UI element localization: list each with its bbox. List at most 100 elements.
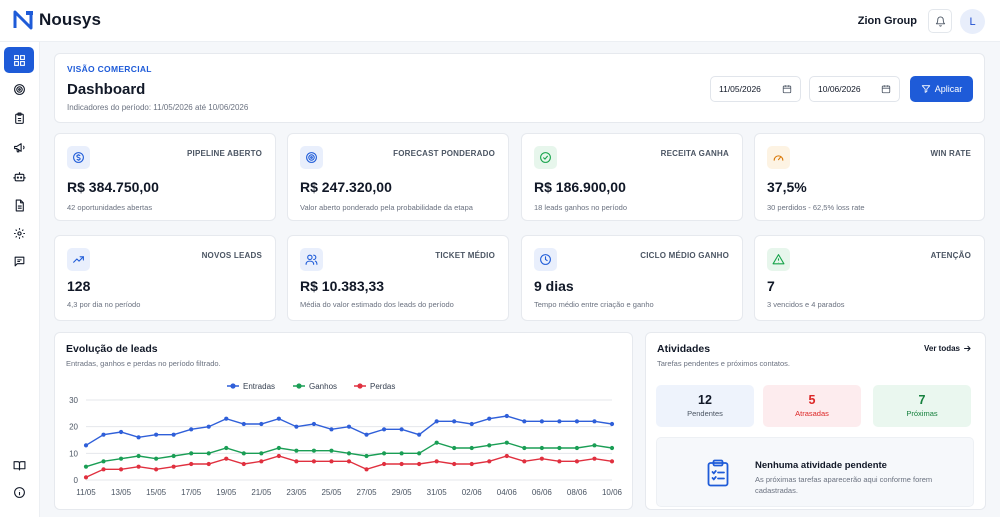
data-point	[276, 445, 281, 451]
notifications-button[interactable]	[928, 9, 952, 33]
x-tick-label: 21/05	[251, 488, 272, 497]
kpi-subtext: 42 oportunidades abertas	[67, 203, 153, 212]
data-point	[364, 453, 369, 459]
kpi-icon-badge	[534, 248, 557, 271]
kpi-subtext: Média do valor estimado dos leads do per…	[300, 300, 454, 309]
data-point	[276, 453, 281, 459]
sidebar-item-tasks[interactable]	[4, 105, 34, 131]
apply-filter-button[interactable]: Aplicar	[910, 76, 973, 102]
sidebar-item-messages[interactable]	[4, 248, 34, 274]
legend-label: Ganhos	[309, 382, 337, 391]
brand-logo[interactable]: Nousys	[12, 9, 101, 31]
brand-name: Nousys	[39, 10, 102, 29]
user-avatar[interactable]: L	[960, 9, 985, 34]
x-tick-label: 19/05	[216, 488, 237, 497]
data-point	[136, 464, 141, 469]
apply-label: Aplicar	[934, 84, 963, 94]
y-tick-label: 10	[69, 449, 78, 458]
kpi-label: TICKET MÉDIO	[435, 251, 495, 260]
data-point	[539, 445, 544, 451]
stat-pending[interactable]: 12 Pendentes	[656, 385, 754, 427]
data-point	[592, 443, 597, 448]
chart-title: Evolução de leads	[66, 343, 158, 355]
kpi-value: R$ 186.900,00	[534, 179, 626, 195]
stat-overdue[interactable]: 5 Atrasadas	[763, 385, 861, 427]
data-point	[539, 456, 544, 461]
data-point	[224, 456, 229, 461]
check-circle-icon	[540, 152, 551, 163]
data-point	[609, 445, 615, 451]
stat-value: 7	[918, 393, 926, 407]
data-point	[259, 459, 264, 464]
sidebar-item-campaigns[interactable]	[4, 134, 34, 160]
data-point	[206, 461, 211, 467]
data-point	[154, 456, 159, 461]
x-tick-label: 13/05	[111, 488, 132, 497]
data-point	[557, 445, 562, 451]
sidebar-item-automation[interactable]	[4, 163, 34, 189]
data-point	[592, 419, 597, 424]
data-point	[557, 419, 562, 424]
data-point	[118, 467, 124, 472]
x-tick-label: 10/06	[602, 488, 623, 497]
series-line	[85, 455, 613, 478]
sidebar-item-docs[interactable]	[4, 452, 34, 478]
data-point	[206, 451, 211, 456]
date-from-input[interactable]: 11/05/2026	[710, 76, 801, 102]
data-point	[417, 432, 422, 437]
stat-value: 5	[808, 393, 816, 407]
x-tick-label: 15/05	[146, 488, 167, 497]
data-point	[434, 419, 439, 424]
data-point	[557, 459, 562, 464]
sidebar-item-dashboard[interactable]	[4, 47, 34, 73]
dollar-icon	[73, 152, 84, 163]
x-tick-label: 27/05	[357, 488, 378, 497]
kpi-value: R$ 10.383,33	[300, 278, 385, 294]
kpi-value: 128	[67, 278, 91, 294]
data-point	[118, 456, 124, 461]
bell-icon	[935, 16, 945, 27]
sidebar-item-documents[interactable]	[4, 192, 34, 218]
x-tick-label: 29/05	[392, 488, 413, 497]
legend-marker	[357, 383, 363, 389]
data-point	[609, 421, 615, 427]
sidebar-item-about[interactable]	[4, 479, 34, 505]
stat-upcoming[interactable]: 7 Próximas	[873, 385, 971, 427]
data-point	[574, 459, 580, 464]
data-point	[311, 448, 317, 453]
data-point	[294, 459, 299, 464]
megaphone-icon	[13, 142, 25, 152]
data-point	[329, 459, 334, 464]
data-point	[329, 427, 334, 432]
sidebar-item-targets[interactable]	[4, 76, 34, 102]
data-point	[399, 461, 404, 467]
data-point	[101, 432, 106, 437]
kpi-card-revenue: RECEITA GANHA R$ 186.900,00 18 leads gan…	[521, 133, 743, 221]
data-point	[487, 416, 492, 421]
company-name[interactable]: Zion Group	[857, 15, 917, 27]
data-point	[452, 461, 457, 467]
data-point	[83, 475, 89, 480]
data-point	[311, 421, 317, 427]
data-point	[574, 445, 580, 451]
data-point	[241, 461, 246, 467]
leads-chart-card: Evolução de leads Entradas, ganhos e per…	[54, 332, 633, 510]
clipboard-icon	[707, 459, 729, 487]
data-point	[469, 445, 474, 451]
legend-label: Entradas	[243, 382, 275, 391]
data-point	[346, 459, 352, 464]
dashboard-header: VISÃO COMERCIAL Dashboard Indicadores do…	[54, 53, 985, 123]
see-all-link[interactable]: Ver todas	[924, 344, 972, 353]
data-point	[171, 432, 176, 437]
data-point	[224, 445, 229, 451]
kpi-icon-badge	[67, 146, 90, 169]
x-tick-label: 23/05	[286, 488, 307, 497]
sidebar-item-settings[interactable]	[4, 220, 34, 246]
kpi-value: R$ 247.320,00	[300, 179, 392, 195]
legend-marker	[230, 383, 236, 389]
kpi-value: 9 dias	[534, 278, 574, 294]
date-to-input[interactable]: 10/06/2026	[809, 76, 900, 102]
date-from-value: 11/05/2026	[719, 84, 761, 94]
kpi-card-win-rate: WIN RATE 37,5% 30 perdidos - 62,5% loss …	[754, 133, 985, 221]
kpi-card-forecast: FORECAST PONDERADO R$ 247.320,00 Valor a…	[287, 133, 509, 221]
